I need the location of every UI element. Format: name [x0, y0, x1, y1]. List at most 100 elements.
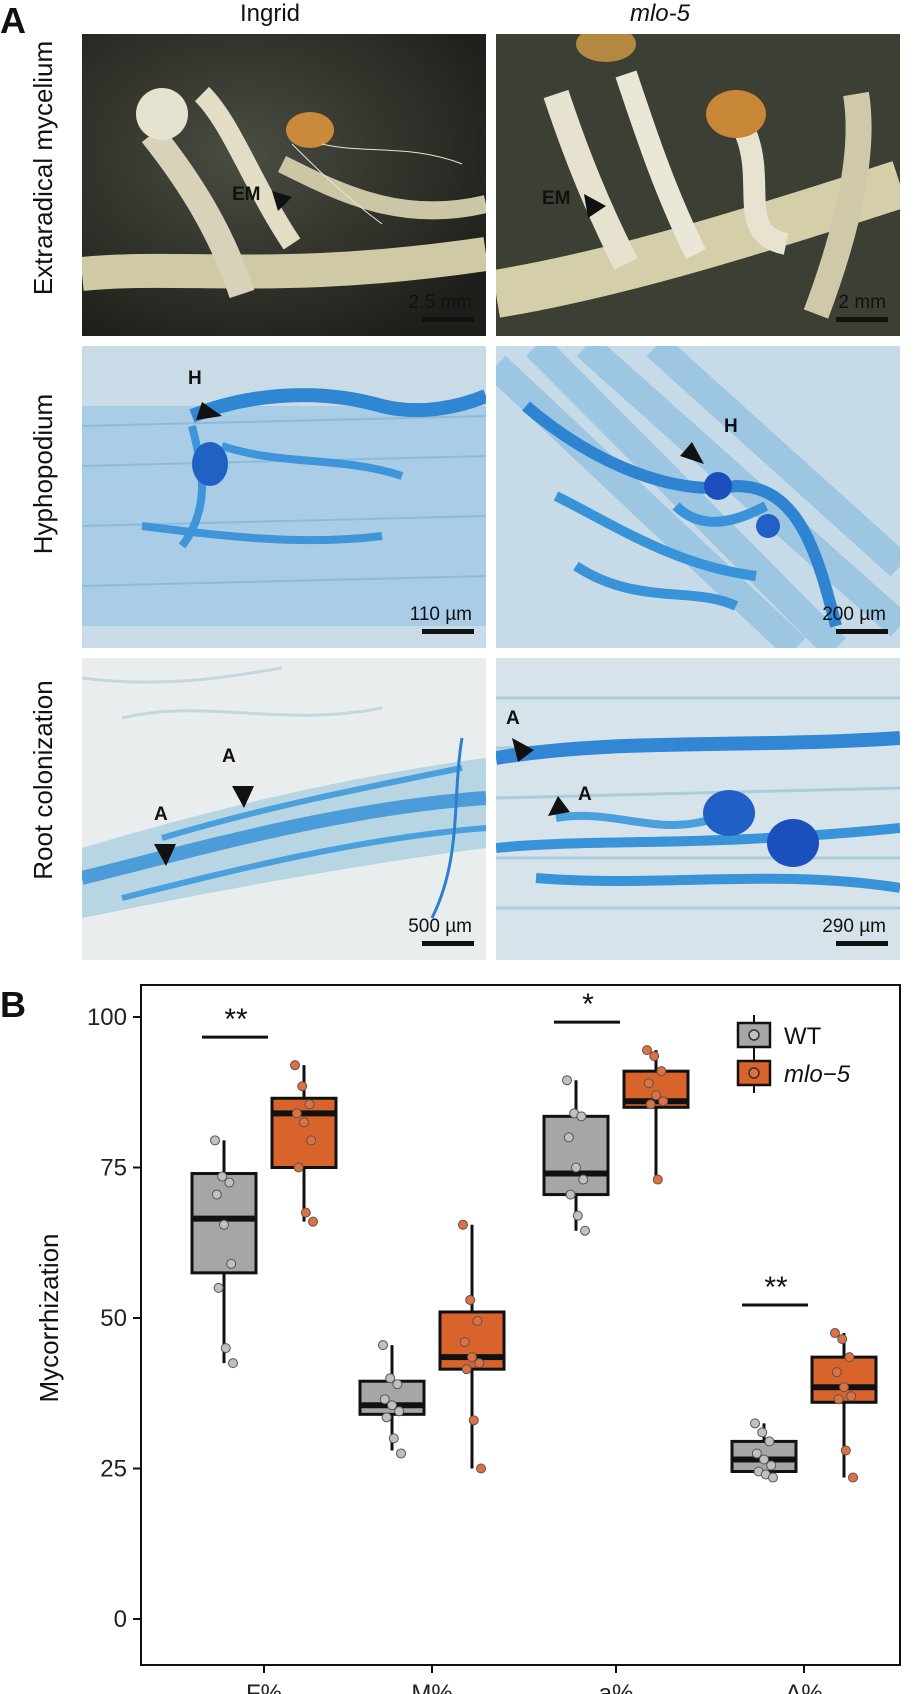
- scale-label: 2 mm: [838, 292, 887, 313]
- marker-a: A: [154, 804, 168, 825]
- significance-label: **: [224, 1003, 248, 1036]
- panel-a-letter: A: [0, 0, 26, 41]
- significance-label: **: [764, 1271, 788, 1304]
- data-point: [757, 1427, 768, 1438]
- data-point: [846, 1391, 857, 1402]
- row-label-hyphopodium: Hyphopodium: [28, 393, 58, 555]
- marker-em: EM: [542, 188, 571, 209]
- box: [542, 1114, 610, 1197]
- data-point: [578, 1174, 589, 1185]
- panel-b-letter: B: [0, 984, 26, 1025]
- micrograph-ingrid-root-colonization: A A 500 µm: [82, 658, 486, 960]
- data-point: [844, 1352, 855, 1363]
- legend-point: [748, 1029, 760, 1041]
- data-point: [580, 1225, 590, 1236]
- data-point: [308, 1216, 318, 1227]
- data-point: [300, 1207, 311, 1218]
- data-point: [378, 1340, 388, 1351]
- y-tick-label: 75: [100, 1155, 127, 1182]
- data-point: [297, 1081, 308, 1092]
- x-tick-label: F%: [246, 1680, 282, 1694]
- box: [270, 1096, 338, 1170]
- micrograph-ingrid-extraradical: EM 2.5 mm: [82, 34, 486, 336]
- data-point: [645, 1099, 656, 1110]
- data-point: [840, 1445, 851, 1456]
- data-point: [387, 1400, 397, 1411]
- y-axis-label: Mycorrhization: [34, 1233, 64, 1402]
- data-point: [766, 1460, 777, 1471]
- data-point: [291, 1108, 302, 1119]
- micrograph-mlo5-root-colonization: A A 290 µm: [496, 658, 900, 960]
- data-point: [751, 1448, 762, 1459]
- data-point: [768, 1472, 778, 1483]
- data-point: [476, 1463, 486, 1474]
- box: [810, 1355, 878, 1404]
- data-point: [210, 1135, 220, 1146]
- y-tick-label: 25: [100, 1456, 127, 1483]
- data-point: [831, 1367, 842, 1378]
- data-point: [396, 1448, 406, 1459]
- data-point: [211, 1189, 222, 1200]
- row-label-extraradical: Extraradical mycelium: [28, 40, 58, 296]
- x-tick-label: a%: [599, 1680, 634, 1694]
- scale-bar: [422, 629, 474, 634]
- scale-label: 200 µm: [822, 604, 886, 625]
- micrograph-ingrid-hyphopodium: H 110 µm: [82, 346, 486, 648]
- data-point: [388, 1433, 399, 1444]
- marker-em: EM: [232, 184, 261, 205]
- marker-a: A: [222, 746, 236, 767]
- y-tick-label: 0: [114, 1606, 127, 1633]
- data-point: [228, 1358, 238, 1369]
- data-point: [472, 1316, 483, 1327]
- data-point: [576, 1111, 587, 1122]
- data-point: [458, 1219, 468, 1230]
- data-point: [217, 1171, 228, 1182]
- data-point: [563, 1132, 574, 1143]
- y-tick-label: 100: [87, 1004, 127, 1031]
- data-point: [467, 1352, 477, 1363]
- y-tick-label: 50: [100, 1305, 127, 1332]
- marker-h: H: [188, 368, 202, 389]
- legend-label: WT: [784, 1023, 822, 1050]
- data-point: [379, 1394, 390, 1405]
- plot-frame: [140, 984, 901, 1666]
- scale-bar: [836, 629, 888, 634]
- data-point: [658, 1096, 669, 1107]
- scale-label: 2.5 mm: [408, 292, 472, 313]
- data-point: [381, 1412, 392, 1423]
- column-header-ingrid: Ingrid: [239, 0, 301, 27]
- data-point: [750, 1418, 760, 1429]
- data-point: [651, 1090, 661, 1101]
- data-point: [759, 1454, 769, 1465]
- data-point: [392, 1379, 403, 1390]
- legend-swatch: [736, 1021, 772, 1049]
- data-point: [459, 1337, 470, 1348]
- data-point: [224, 1177, 235, 1188]
- marker-a: A: [578, 784, 592, 805]
- data-point: [219, 1219, 229, 1230]
- marker-a: A: [506, 708, 520, 729]
- data-point: [226, 1258, 237, 1269]
- data-point: [830, 1328, 840, 1339]
- data-point: [468, 1415, 479, 1426]
- data-point: [220, 1343, 231, 1354]
- data-point: [643, 1078, 654, 1089]
- scale-bar: [422, 941, 474, 946]
- significance-label: *: [582, 988, 594, 1021]
- scale-label: 500 µm: [408, 916, 472, 937]
- scale-bar: [836, 941, 888, 946]
- data-point: [385, 1373, 396, 1384]
- data-point: [652, 1174, 663, 1185]
- data-point: [290, 1060, 300, 1071]
- data-point: [299, 1117, 309, 1128]
- scale-bar: [836, 317, 888, 322]
- data-point: [465, 1294, 476, 1305]
- data-point: [394, 1406, 405, 1417]
- data-point: [656, 1066, 667, 1077]
- data-point: [304, 1099, 315, 1110]
- micrograph-mlo5-extraradical: EM 2 mm: [496, 34, 900, 336]
- x-tick-label: A%: [785, 1680, 822, 1694]
- x-tick-label: M%: [411, 1680, 452, 1694]
- column-header-mlo5: mlo-5: [629, 0, 690, 27]
